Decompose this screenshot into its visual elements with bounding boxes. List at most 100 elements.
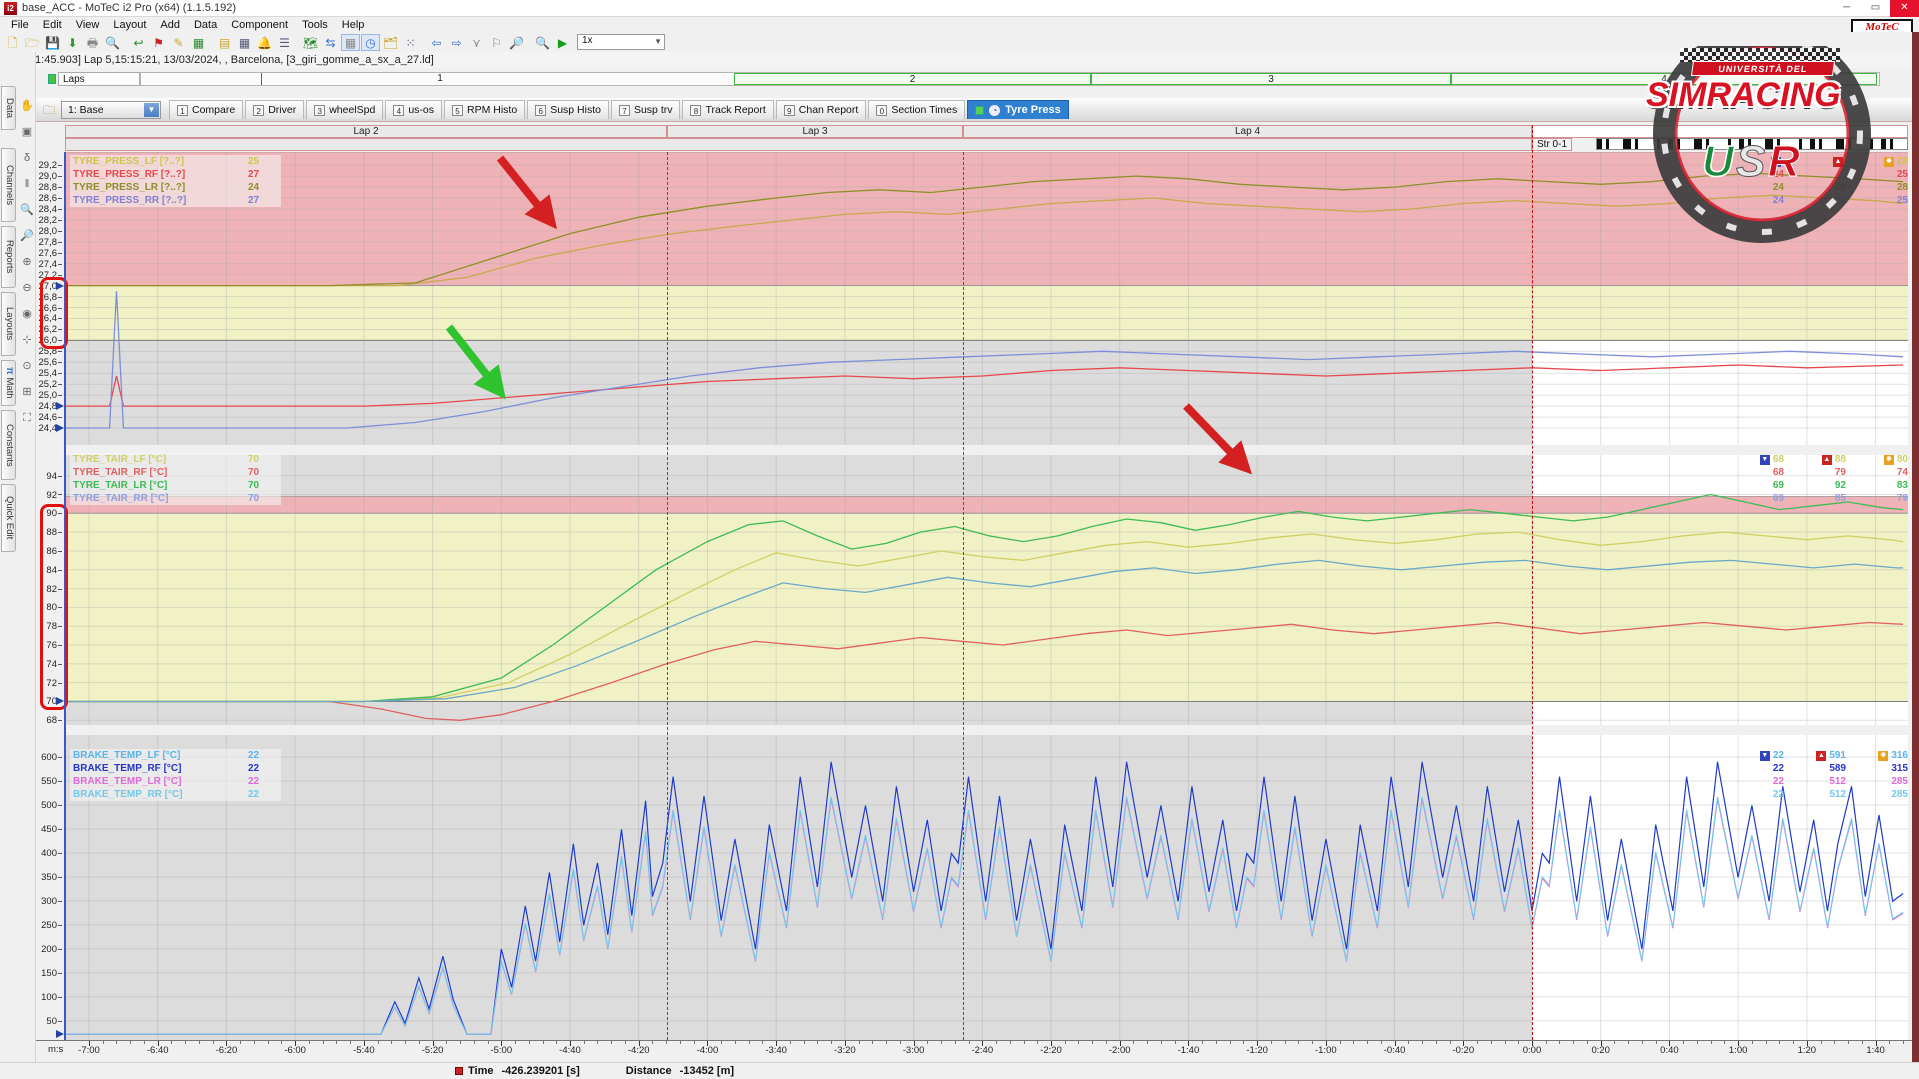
sidebar-item-quick-edit[interactable]: Quick Edit xyxy=(1,484,16,552)
stat-cell: ▼68 xyxy=(1722,453,1784,466)
lap-segment-1[interactable]: 1 xyxy=(146,73,734,85)
rail-tool-icon-5[interactable]: 🔎 xyxy=(19,228,35,244)
x-minor-tick xyxy=(543,1041,544,1044)
marker-flag-icon[interactable]: ⚐ xyxy=(487,34,506,51)
crossplot-icon[interactable]: ⇆ xyxy=(321,34,340,51)
flag-icon[interactable]: ⚑ xyxy=(149,34,168,51)
legend-row: BRAKE_TEMP_LR [°C]22 xyxy=(73,775,278,788)
export-icon[interactable]: ⬇ xyxy=(63,34,82,51)
rail-tool-icon-8[interactable]: ◉ xyxy=(19,306,35,322)
tab-section-times[interactable]: 0Section Times xyxy=(868,100,965,119)
chart-plot-0[interactable] xyxy=(65,152,1908,445)
time-cursor[interactable] xyxy=(64,152,66,1040)
channel-list-icon[interactable]: ☰ xyxy=(275,34,294,51)
sidebar-item-constants[interactable]: Constants xyxy=(1,410,16,480)
tab-tyre-press-active[interactable]: ◔Tyre Press xyxy=(967,100,1068,119)
x-tick-label: -1:00 xyxy=(1315,1045,1337,1056)
zoom-data-icon[interactable]: 🔎 xyxy=(507,34,526,51)
tab-us-os[interactable]: 4us-os xyxy=(385,100,442,119)
rail-tool-icon-12[interactable]: ⛶ xyxy=(19,410,35,426)
x-minor-tick xyxy=(171,1041,172,1044)
lap-segment-2[interactable]: 2 xyxy=(734,73,1091,85)
print-preview-icon[interactable]: 🔍 xyxy=(103,34,122,51)
sidebar-item-math[interactable]: π Math xyxy=(1,360,16,406)
rail-tool-icon-4[interactable]: 🔍 xyxy=(19,202,35,218)
tab-susp-trv[interactable]: 7Susp trv xyxy=(611,100,681,119)
tab-wheelspd[interactable]: 3wheelSpd xyxy=(306,100,383,119)
lap-segment-4[interactable]: 4 xyxy=(1451,73,1877,85)
worksheet-selector[interactable]: 1: Base ▼ xyxy=(61,101,161,119)
sidebar-item-data[interactable]: Data xyxy=(1,86,16,130)
mixture-icon[interactable]: ⁙ xyxy=(401,34,420,51)
menu-data[interactable]: Data xyxy=(187,18,224,32)
chevron-down-icon[interactable]: ▼ xyxy=(144,103,159,117)
minimize-button[interactable]: ─ xyxy=(1832,0,1861,17)
x-minor-tick xyxy=(1175,1041,1176,1044)
y-tick-label: 150 xyxy=(36,968,62,979)
lap-segment-3[interactable]: 3 xyxy=(1091,73,1451,85)
excel-export-icon[interactable]: ▦ xyxy=(189,34,208,51)
maximize-button[interactable]: ▭ xyxy=(1861,0,1890,17)
rail-tool-icon-0[interactable]: ✋ xyxy=(19,98,35,114)
x-tick-mark xyxy=(295,1041,296,1046)
channel-value: 70 xyxy=(248,453,278,466)
time-display-icon[interactable]: ◷ xyxy=(361,34,380,51)
x-minor-tick xyxy=(1491,1041,1492,1044)
tab-rpm-histo[interactable]: 5RPM Histo xyxy=(444,100,525,119)
sidebar-item-channels[interactable]: Channels xyxy=(1,148,16,222)
laps-bar[interactable]: Laps 1234 xyxy=(0,70,1919,88)
edit-icon[interactable]: ✎ xyxy=(169,34,188,51)
menu-tools[interactable]: Tools xyxy=(295,18,335,32)
tab-chan-report[interactable]: 9Chan Report xyxy=(776,100,867,119)
menu-component[interactable]: Component xyxy=(224,18,295,32)
stat-cell: 25 xyxy=(1846,168,1908,181)
rail-tool-icon-6[interactable]: ⊕ xyxy=(19,254,35,270)
rail-tool-icon-1[interactable]: ▣ xyxy=(19,124,35,140)
save-file-icon[interactable]: 💾 xyxy=(43,34,62,51)
close-button[interactable]: ✕ xyxy=(1890,0,1919,17)
playback-speed-select[interactable]: 1x▼ xyxy=(577,34,665,50)
tab-track-report[interactable]: 8Track Report xyxy=(682,100,773,119)
sidebar-item-layouts[interactable]: Layouts xyxy=(1,292,16,356)
menu-layout[interactable]: Layout xyxy=(106,18,153,32)
rail-tool-icon-7[interactable]: ⊖ xyxy=(19,280,35,296)
menu-view[interactable]: View xyxy=(69,18,107,32)
tab-susp-histo[interactable]: 6Susp Histo xyxy=(527,100,609,119)
chart-plot-2[interactable] xyxy=(65,735,1908,1040)
menu-file[interactable]: File xyxy=(4,18,36,32)
calculator-icon[interactable]: ▦ xyxy=(235,34,254,51)
menu-add[interactable]: Add xyxy=(153,18,187,32)
zoom-out-icon[interactable]: 🔍 xyxy=(533,34,552,51)
menu-help[interactable]: Help xyxy=(335,18,372,32)
grid-icon[interactable]: ▦ xyxy=(341,34,360,51)
sidebar-item-reports[interactable]: Reports xyxy=(1,226,16,288)
nav-left-icon[interactable]: ⇦ xyxy=(427,34,446,51)
rail-tool-icon-3[interactable]: ‖ xyxy=(19,176,35,192)
play-icon[interactable]: ▶ xyxy=(553,34,572,51)
time-axis[interactable]: m:s -7:00-6:40-6:20-6:00-5:40-5:20-5:00-… xyxy=(36,1040,1912,1057)
chart-plot-1[interactable] xyxy=(65,455,1908,725)
stats-row: 687974 xyxy=(1722,466,1908,479)
open-file-icon[interactable]: 🗁 xyxy=(23,34,42,51)
tab-compare[interactable]: 1Compare xyxy=(169,100,243,119)
rail-tool-icon-2[interactable]: δ xyxy=(19,150,35,166)
marker-y-icon[interactable]: ⋎ xyxy=(467,34,486,51)
nav-right-icon[interactable]: ⇨ xyxy=(447,34,466,51)
new-worksheet-icon[interactable]: 🗋 xyxy=(3,34,22,51)
rail-tool-icon-11[interactable]: ⊞ xyxy=(19,384,35,400)
rail-tool-icon-9[interactable]: ⊹ xyxy=(19,332,35,348)
rail-tool-icon-10[interactable]: ⊙ xyxy=(19,358,35,374)
alarm-icon[interactable]: 🔔 xyxy=(255,34,274,51)
laps-track[interactable]: 1234 xyxy=(140,72,1880,86)
print-icon[interactable]: 🖶 xyxy=(83,34,102,51)
title-bar[interactable]: i2 base_ACC - MoTeC i2 Pro (x64) (1.1.5.… xyxy=(0,0,1919,17)
x-minor-tick xyxy=(130,1041,131,1044)
histogram-icon[interactable]: ▤ xyxy=(215,34,234,51)
chart-map-icon[interactable]: 🗺 xyxy=(301,34,320,51)
undo-icon[interactable]: ↩ xyxy=(129,34,148,51)
overlay-icon[interactable]: 🗂 xyxy=(381,34,400,51)
tab-driver[interactable]: 2Driver xyxy=(245,100,304,119)
x-minor-tick xyxy=(1642,1041,1643,1044)
menu-edit[interactable]: Edit xyxy=(36,18,69,32)
x-minor-tick xyxy=(1614,1041,1615,1044)
